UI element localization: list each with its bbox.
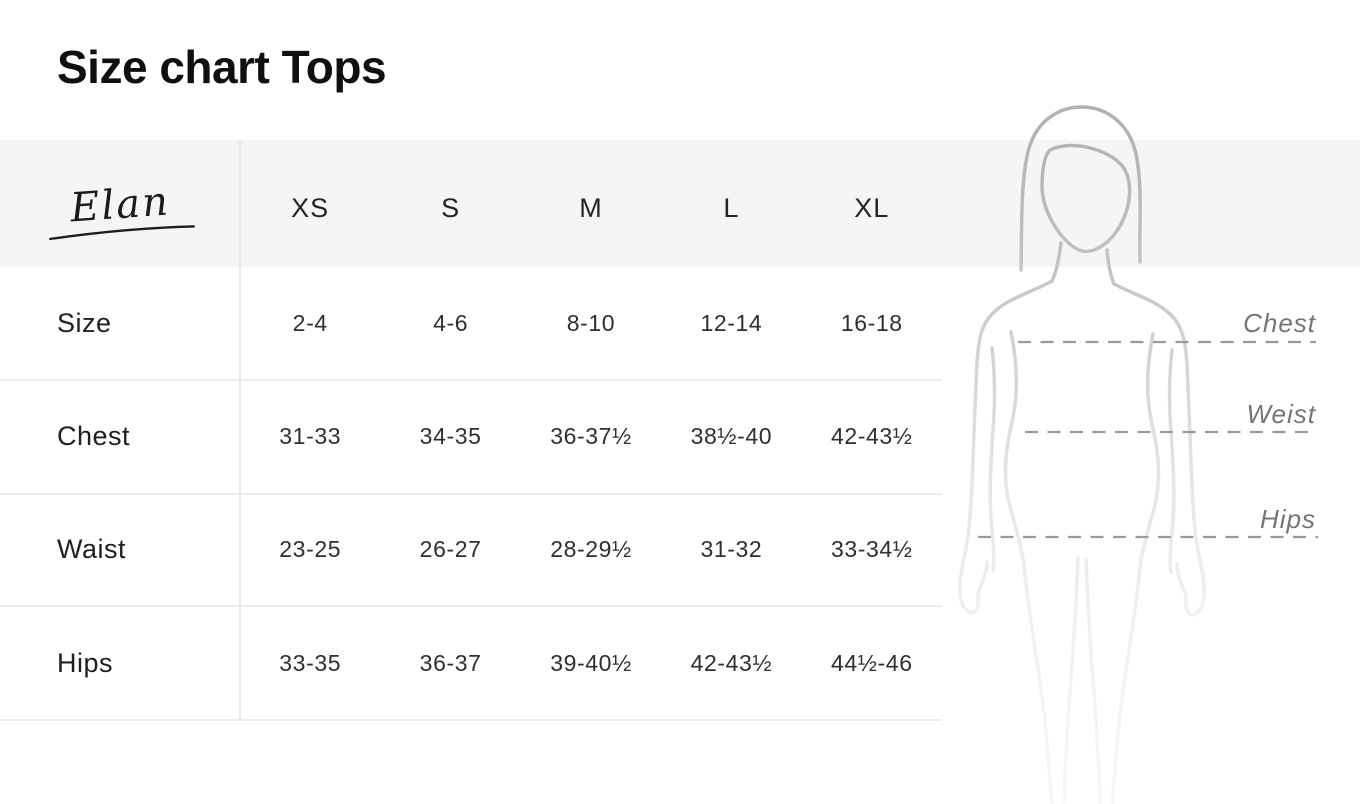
column-header-s: S <box>441 193 461 223</box>
hips-l: 42-43½ <box>690 650 773 676</box>
waist-m: 28-29½ <box>550 536 632 562</box>
brand-logo-cell: Elan <box>0 140 240 267</box>
row-label-hips: Hips <box>57 648 114 678</box>
hips-xs: 33-35 <box>279 650 342 676</box>
row-label-chest: Chest <box>57 421 131 451</box>
size-s: 4-6 <box>433 310 469 336</box>
size-l: 12-14 <box>700 310 763 336</box>
row-label-waist: Waist <box>57 534 126 564</box>
waist-s: 26-27 <box>419 536 482 562</box>
chest-xs: 31-33 <box>279 423 342 449</box>
row-divider <box>0 605 942 607</box>
waist-l: 31-32 <box>700 536 763 562</box>
column-header-xl: XL <box>854 193 890 223</box>
chest-xl: 42-43½ <box>830 423 913 449</box>
row-divider <box>0 719 942 721</box>
row-divider <box>0 493 942 495</box>
row-divider <box>0 379 942 381</box>
size-chart-table: Elan XS S M L XL Size 2-4 4-6 8-10 12-14… <box>0 140 942 721</box>
chest-m: 36-37½ <box>550 423 632 449</box>
size-m: 8-10 <box>566 310 616 336</box>
hips-measure-label: Hips <box>1259 504 1316 534</box>
hips-xl: 44½-46 <box>830 650 913 676</box>
column-header-l: L <box>723 193 740 223</box>
chest-measure-label: Chest <box>1243 308 1316 338</box>
page-title: Size chart Tops <box>57 41 387 93</box>
waist-xs: 23-25 <box>279 536 342 562</box>
waist-xl: 33-34½ <box>830 536 913 562</box>
column-header-m: M <box>579 193 603 223</box>
waist-measure-label: Weist <box>1246 399 1316 429</box>
hips-s: 36-37 <box>419 650 482 676</box>
size-xl: 16-18 <box>840 310 903 336</box>
brand-logo-text: Elan <box>68 178 172 231</box>
column-header-xs: XS <box>291 193 330 223</box>
hips-m: 39-40½ <box>550 650 632 676</box>
row-label-size: Size <box>57 308 112 338</box>
size-xs: 2-4 <box>292 310 328 336</box>
brand-logo: Elan <box>44 167 196 240</box>
label-column-divider <box>239 140 241 721</box>
brand-logo-underline <box>49 224 195 240</box>
chest-s: 34-35 <box>419 423 482 449</box>
chest-l: 38½-40 <box>690 423 773 449</box>
